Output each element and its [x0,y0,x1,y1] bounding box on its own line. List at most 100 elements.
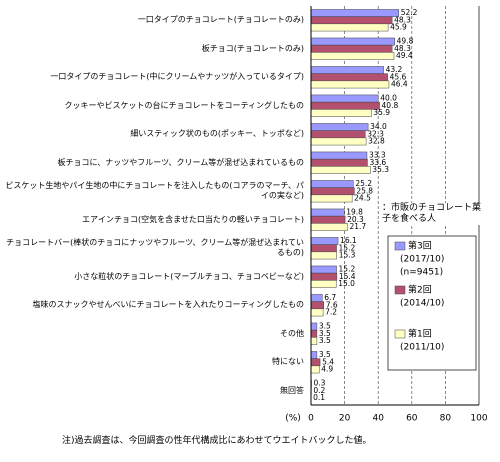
bar [310,322,318,331]
x-tick-label: 40 [372,414,384,424]
value-label: 0.1 [313,393,325,402]
category-label: 塩味のスナックやせんべいにチョコレートを入れたりコーティングしたもの [32,300,304,310]
value-label: 24.5 [354,193,371,202]
value-label: 15.0 [338,279,355,288]
value-label: 4.9 [321,364,333,373]
category-label: 小さな粒状のチョコレート(マーブルチョコ、チョコベビーなど) [74,271,304,281]
value-label: 43.2 [386,65,403,74]
value-label: 16.1 [340,236,357,245]
bar [310,180,354,188]
value-label: 3.5 [319,350,331,359]
bar [310,294,323,302]
bar [310,130,366,139]
value-label: 21.7 [349,222,366,231]
x-tick-label: 20 [339,414,351,424]
bar [310,194,353,203]
bar [310,109,372,117]
legend-label: 第3回 [408,240,432,252]
value-label: 0.3 [314,379,326,388]
value-label: 52.2 [401,8,418,17]
value-label: 25.2 [355,179,372,188]
category-label: 細いスティック状のもの(ポッキー、トッポなど) [130,129,304,139]
value-label: 32.3 [367,129,384,138]
value-label: 7.2 [325,307,337,316]
category-label: エアインチョコ(空気を含ませた口当たりの軽いチョコレート) [82,214,304,224]
value-label: 45.6 [390,72,407,81]
category-label: 一口タイプのチョコレート(中にクリームやナッツが入っているタイプ) [50,72,304,82]
x-tick-label: 60 [406,414,418,424]
bar [310,215,346,224]
x-tick-label: 80 [440,414,452,424]
value-label: 3.5 [319,336,331,345]
x-axis-label: (%) [285,414,301,424]
category-label: クッキーやビスケットの台にチョコレートをコーティングしたもの [64,100,304,110]
bar [310,158,368,167]
category-label: 無回答 [280,385,304,395]
value-label: 20.3 [347,215,364,224]
bar [310,272,338,281]
category-label: ビスケット生地やパイ生地の中にチョコレートを注入したもの(コアラのマーチ、パイの… [5,181,304,201]
bar [310,80,390,89]
bar [310,151,368,160]
value-label: 0.2 [313,386,325,395]
value-label: 45.9 [390,22,407,31]
value-label: 15.2 [339,243,356,252]
value-label: 49.4 [396,51,413,60]
bar [310,365,320,374]
value-label: 3.5 [319,322,331,331]
legend-swatch [394,329,406,339]
bar [310,223,348,231]
bar [310,44,393,53]
bar [310,9,399,17]
bar [310,94,379,103]
bar [310,308,324,317]
category-label: チョコレートバー(棒状のチョコにナッツやフルーツ、クリーム等が混ぜ込まれているも… [6,238,304,258]
legend-period: (2014/10) [400,299,444,309]
bar [310,166,371,174]
bar [310,37,395,46]
value-label: 40.0 [380,94,397,103]
bar [310,237,339,245]
bar [310,265,337,274]
bar [310,101,380,110]
bar [310,137,367,146]
legend-box [387,235,477,371]
legend-swatch [394,241,406,251]
value-label: 49.8 [397,37,414,46]
footnote: 注)過去調査は、今回調査の性年代構成比にあわせてウエイトバックした値。 [62,436,372,446]
category-label: 板チョコ(チョコレートのみ) [201,43,304,53]
value-label: 40.8 [382,101,399,110]
value-label: 3.5 [319,329,331,338]
legend: 第3回 (2017/10) (n=9451) 第2回 (2014/10) 第1回 (2011… [387,235,477,371]
annotation: ：市販のチョコレート菓子を食べる人 [382,203,482,225]
bar [310,23,389,32]
bar [310,329,318,338]
value-label: 15.4 [339,272,356,281]
category-label: 一口タイプのチョコレート(チョコレートのみ) [137,15,304,25]
bar [310,187,355,196]
value-label: 34.0 [370,122,387,131]
legend-period: (2017/10) [400,255,444,265]
bar [310,52,395,60]
value-label: 33.3 [369,151,386,160]
category-label: その他 [280,328,304,338]
x-tick-label: 100 [470,414,487,424]
value-label: 15.3 [339,250,356,259]
bar [310,301,325,310]
value-label: 15.2 [339,265,356,274]
bar [310,66,384,74]
bar [310,16,393,25]
value-label: 48.3 [394,44,411,53]
bar [310,351,318,359]
bar [310,337,318,345]
value-label: 6.7 [324,293,336,302]
value-label: 32.8 [368,136,385,145]
bar [310,123,369,131]
value-label: 19.8 [346,208,363,217]
value-label: 46.4 [391,79,408,88]
value-label: 35.9 [373,108,390,117]
bar [310,358,321,367]
bar [310,280,337,288]
